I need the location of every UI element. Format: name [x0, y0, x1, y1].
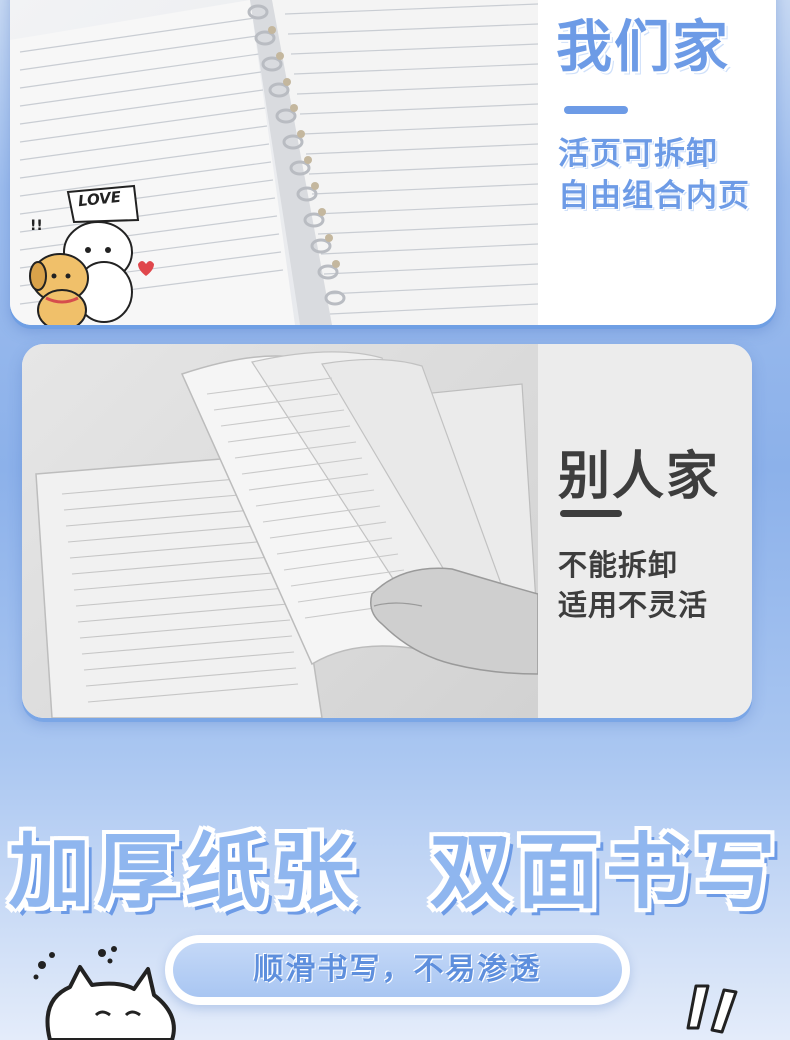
smooth-writing-pill: 顺滑书写，不易渗透 [165, 935, 630, 1005]
ours-feature-line-1: 活页可拆卸 [558, 136, 718, 172]
headline-thick-paper: 加厚纸张 双面书写 [8, 825, 782, 920]
comparison-card-ours: !! LOVE 我们家 活页可拆卸 自由组合内页 [10, 0, 776, 325]
dog-sticker-icon: !! [16, 180, 156, 325]
others-divider [560, 510, 622, 517]
ours-divider [564, 106, 628, 114]
pill-label: 顺滑书写，不易渗透 [173, 943, 622, 997]
others-feature-line-1: 不能拆卸 [558, 548, 679, 582]
others-feature-line-2: 适用不灵活 [558, 588, 709, 622]
cat-doodle-icon [30, 945, 190, 1040]
comparison-card-others: 别人家 不能拆卸 适用不灵活 [22, 344, 752, 718]
others-text-panel: 别人家 不能拆卸 适用不灵活 [538, 344, 752, 718]
ours-title: 我们家 [556, 15, 730, 80]
ours-text-panel: 我们家 活页可拆卸 自由组合内页 [538, 0, 776, 325]
bound-notebook-photo [22, 344, 538, 718]
svg-text:!!: !! [30, 218, 43, 234]
ours-feature-line-2: 自由组合内页 [558, 178, 750, 214]
others-title: 别人家 [558, 447, 721, 507]
exclamation-doodle-icon [672, 980, 762, 1040]
